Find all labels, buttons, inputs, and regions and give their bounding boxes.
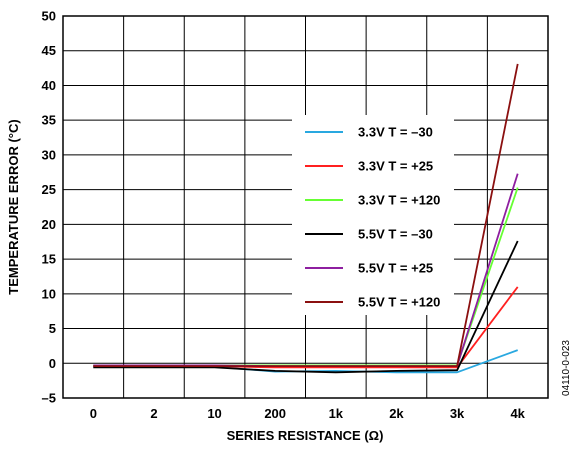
x-axis-title: SERIES RESISTANCE (Ω) [227, 428, 384, 443]
x-tick-label: 0 [90, 406, 97, 421]
y-tick-label: 25 [42, 182, 56, 197]
y-tick-label: 10 [42, 286, 56, 301]
y-tick-label: 35 [42, 113, 56, 128]
x-tick-label: 1k [329, 406, 344, 421]
x-tick-label: 200 [264, 406, 286, 421]
legend-label: 3.3V T = –30 [358, 125, 433, 140]
x-tick-label: 3k [450, 406, 465, 421]
x-tick-label: 2 [150, 406, 157, 421]
legend-label: 5.5V T = –30 [358, 227, 433, 242]
legend-label: 3.3V T = +120 [358, 193, 440, 208]
y-tick-label: 5 [49, 321, 56, 336]
y-tick-label: 15 [42, 252, 56, 267]
x-tick-label: 10 [207, 406, 221, 421]
y-tick-label: 50 [42, 9, 56, 24]
plot-frame [62, 15, 549, 399]
x-tick-labels: 0 2 10 200 1k 2k 3k 4k [90, 406, 526, 421]
legend-box [292, 115, 454, 315]
legend-label: 3.3V T = +25 [358, 159, 433, 174]
y-axis-title: TEMPERATURE ERROR (°C) [6, 119, 21, 294]
y-tick-label: 45 [42, 43, 56, 58]
y-tick-label: 0 [49, 356, 56, 371]
x-tick-label: 2k [389, 406, 404, 421]
y-tick-label: –5 [42, 391, 56, 406]
series-line [93, 63, 519, 368]
y-tick-label: 20 [42, 217, 56, 232]
legend: 3.3V T = –30 3.3V T = +25 3.3V T = +120 5.5… [305, 125, 440, 310]
series-line [93, 240, 519, 374]
figure-id: 04110-0-023 [561, 340, 572, 396]
y-tick-label: 30 [42, 147, 56, 162]
legend-label: 5.5V T = +120 [358, 295, 440, 310]
legend-label: 5.5V T = +25 [358, 261, 433, 276]
y-tick-labels: –5 0 5 10 15 20 25 30 35 40 45 50 [42, 9, 56, 406]
series-lines [93, 63, 519, 374]
y-tick-label: 40 [42, 78, 56, 93]
x-tick-label: 4k [510, 406, 525, 421]
